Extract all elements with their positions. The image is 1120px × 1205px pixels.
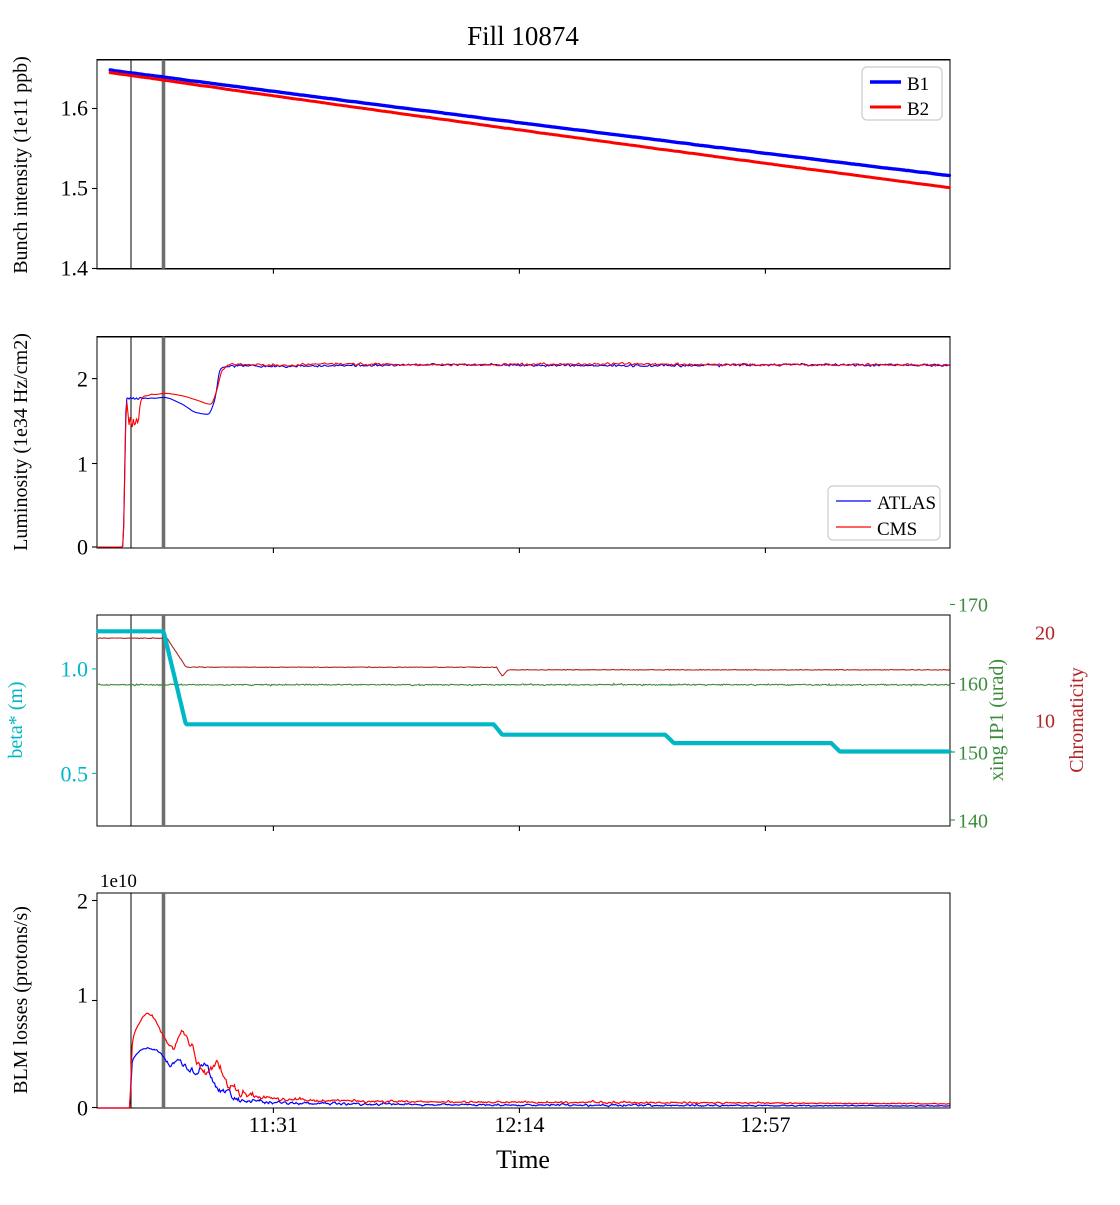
svg-text:12:14: 12:14 [494, 1112, 544, 1137]
svg-text:140: 140 [958, 811, 988, 833]
svg-text:Bunch intensity (1e11 ppb): Bunch intensity (1e11 ppb) [10, 56, 32, 274]
svg-text:1.0: 1.0 [61, 656, 89, 681]
svg-text:12:57: 12:57 [740, 1112, 790, 1137]
svg-text:Luminosity (1e34 Hz/cm2): Luminosity (1e34 Hz/cm2) [10, 333, 32, 551]
svg-text:20: 20 [1035, 623, 1055, 645]
svg-text:CMS: CMS [877, 519, 917, 540]
svg-text:0.5: 0.5 [61, 761, 89, 786]
svg-text:170: 170 [958, 595, 988, 617]
svg-text:10: 10 [1035, 711, 1055, 733]
svg-text:150: 150 [958, 743, 988, 765]
svg-text:160: 160 [958, 674, 988, 696]
svg-text:xing IP1 (urad): xing IP1 (urad) [986, 659, 1008, 781]
svg-text:1: 1 [77, 452, 88, 477]
svg-text:0: 0 [77, 1096, 88, 1121]
svg-text:B2: B2 [907, 99, 929, 120]
svg-text:ATLAS: ATLAS [877, 493, 936, 514]
svg-text:1.5: 1.5 [61, 176, 89, 201]
svg-text:Time: Time [496, 1145, 550, 1174]
svg-text:1.6: 1.6 [61, 96, 89, 121]
svg-text:1: 1 [77, 983, 88, 1008]
svg-text:1.4: 1.4 [61, 256, 89, 281]
svg-text:1e10: 1e10 [100, 871, 137, 892]
svg-text:Fill 10874: Fill 10874 [467, 21, 579, 51]
svg-text:11:31: 11:31 [249, 1112, 298, 1137]
svg-text:beta* (m): beta* (m) [5, 681, 27, 758]
svg-text:2: 2 [77, 889, 88, 914]
svg-text:Chromaticity: Chromaticity [1066, 667, 1088, 773]
svg-text:B1: B1 [907, 74, 929, 95]
svg-text:2: 2 [77, 367, 88, 392]
svg-text:BLM losses (protons/s): BLM losses (protons/s) [10, 906, 32, 1094]
svg-text:0: 0 [77, 535, 88, 560]
